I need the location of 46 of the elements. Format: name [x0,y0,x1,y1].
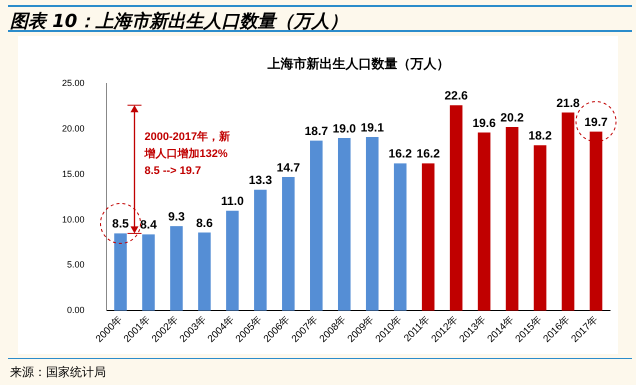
data-label: 18.2 [528,128,552,143]
data-label: 8.6 [196,216,214,230]
bar [506,127,518,311]
bar [450,105,462,311]
data-label: 19.7 [584,114,608,129]
y-tick-label: 5.00 [66,260,85,270]
data-label: 16.2 [416,146,440,161]
bar [226,210,239,311]
bar [142,234,155,311]
data-label: 19.6 [472,116,496,130]
y-tick-label: 10.00 [62,214,85,224]
bar [198,232,211,311]
bar [114,233,127,311]
data-label: 9.3 [168,209,186,224]
bar [562,112,574,311]
bar [338,138,351,311]
data-label: 22.6 [444,88,468,103]
data-label: 8.5 [112,216,130,231]
y-tick-label: 25.00 [62,78,85,88]
data-label: 13.3 [248,173,272,188]
bar [170,226,183,311]
data-label: 16.2 [388,146,412,161]
y-tick-label: 15.00 [62,168,85,179]
bar [282,177,295,311]
bar [534,145,546,311]
bar [590,132,602,311]
data-label: 19.1 [360,120,384,134]
annotation: 2000-2017年，新增人口增加132% 8.5 --> 19.7 [143,130,231,177]
y-tick-label: 0.00 [66,305,85,316]
data-label: 20.2 [500,110,524,124]
data-label: 8.4 [140,218,158,232]
chart-subtitle: 上海市新出生人口数量（万人） [266,56,450,72]
data-label: 14.7 [276,160,300,174]
bar [422,163,434,311]
bar [254,190,267,311]
chart-title: 图表 10：上海市新出生人口数量（万人） [10,10,348,33]
y-tick-label: 20.00 [62,123,85,134]
bar [478,132,490,311]
bar [394,163,407,311]
bar [310,140,323,311]
bar [366,137,379,311]
data-label: 19.0 [332,121,356,136]
source-note: 来源：国家统计局 [10,364,106,381]
data-label: 21.8 [556,96,580,110]
data-label: 11.0 [221,194,244,208]
data-label: 18.7 [304,124,328,138]
